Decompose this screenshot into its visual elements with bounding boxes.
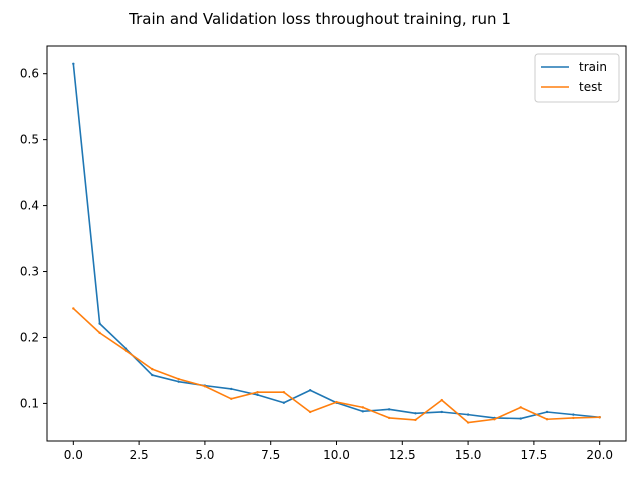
data-point-train xyxy=(308,389,312,392)
y-tick-label: 0.2 xyxy=(20,330,39,344)
x-tick-label: 0.0 xyxy=(64,448,83,462)
data-point-test xyxy=(282,391,286,394)
y-tick-label: 0.4 xyxy=(20,199,39,213)
data-point-test xyxy=(519,406,522,409)
data-point-test xyxy=(230,397,233,400)
data-point-test xyxy=(572,416,575,420)
data-point-test xyxy=(545,418,549,421)
data-point-test xyxy=(256,391,259,394)
x-tick-label: 17.5 xyxy=(521,448,548,462)
data-point-test xyxy=(308,410,312,414)
legend: train test xyxy=(534,53,620,103)
x-tick-label: 2.5 xyxy=(130,448,149,462)
x-tick-label: 12.5 xyxy=(389,448,416,462)
data-point-test xyxy=(151,367,154,371)
x-tick-label: 10.0 xyxy=(323,448,350,462)
x-tick-label: 20.0 xyxy=(586,448,613,462)
legend-label-test: test xyxy=(579,80,602,94)
y-tick-label: 0.3 xyxy=(20,265,39,279)
chart-title: Train and Validation loss throughout tra… xyxy=(128,10,511,28)
y-axis: 0.1 0.2 0.3 0.4 0.5 0.6 xyxy=(20,67,47,410)
series-layer xyxy=(72,62,601,424)
y-tick-label: 0.6 xyxy=(20,67,39,81)
data-point-train xyxy=(230,387,233,391)
data-point-test xyxy=(98,331,101,335)
x-axis: 0.0 2.5 5.0 7.5 10.0 12.5 15.0 17.5 20.0 xyxy=(64,441,613,462)
data-point-train xyxy=(151,373,154,377)
y-tick-label: 0.1 xyxy=(20,396,39,410)
data-point-train xyxy=(361,410,365,413)
data-point-train xyxy=(387,408,391,411)
legend-box xyxy=(534,53,620,103)
data-point-test xyxy=(72,307,75,310)
data-point-test xyxy=(493,418,496,421)
y-tick-label: 0.5 xyxy=(20,133,39,147)
x-tick-label: 7.5 xyxy=(261,448,280,462)
data-point-train xyxy=(545,410,549,414)
data-point-test xyxy=(387,416,391,420)
data-point-test xyxy=(335,400,338,404)
data-point-train xyxy=(256,393,259,397)
data-point-train xyxy=(572,413,575,416)
data-point-train xyxy=(519,417,522,420)
data-point-test xyxy=(177,377,180,381)
data-point-train xyxy=(440,410,443,414)
data-point-test xyxy=(203,385,207,388)
data-point-test xyxy=(466,421,470,424)
data-point-train xyxy=(414,412,417,415)
data-point-train xyxy=(98,322,101,325)
data-point-test xyxy=(124,349,128,352)
data-point-test xyxy=(598,416,601,419)
data-point-train xyxy=(72,62,75,66)
data-point-test xyxy=(414,418,417,422)
data-point-test xyxy=(361,406,365,409)
plot-area: 0.0 2.5 5.0 7.5 10.0 12.5 15.0 17.5 20.0 0.10.20… xyxy=(20,45,627,462)
legend-label-train: train xyxy=(579,60,607,74)
data-point-train xyxy=(466,413,470,416)
data-point-train xyxy=(282,401,286,404)
data-point-train xyxy=(124,347,128,350)
x-tick-label: 5.0 xyxy=(195,448,214,462)
x-tick-label: 15.0 xyxy=(455,448,482,462)
data-point-train xyxy=(177,380,180,383)
data-point-test xyxy=(440,398,443,402)
